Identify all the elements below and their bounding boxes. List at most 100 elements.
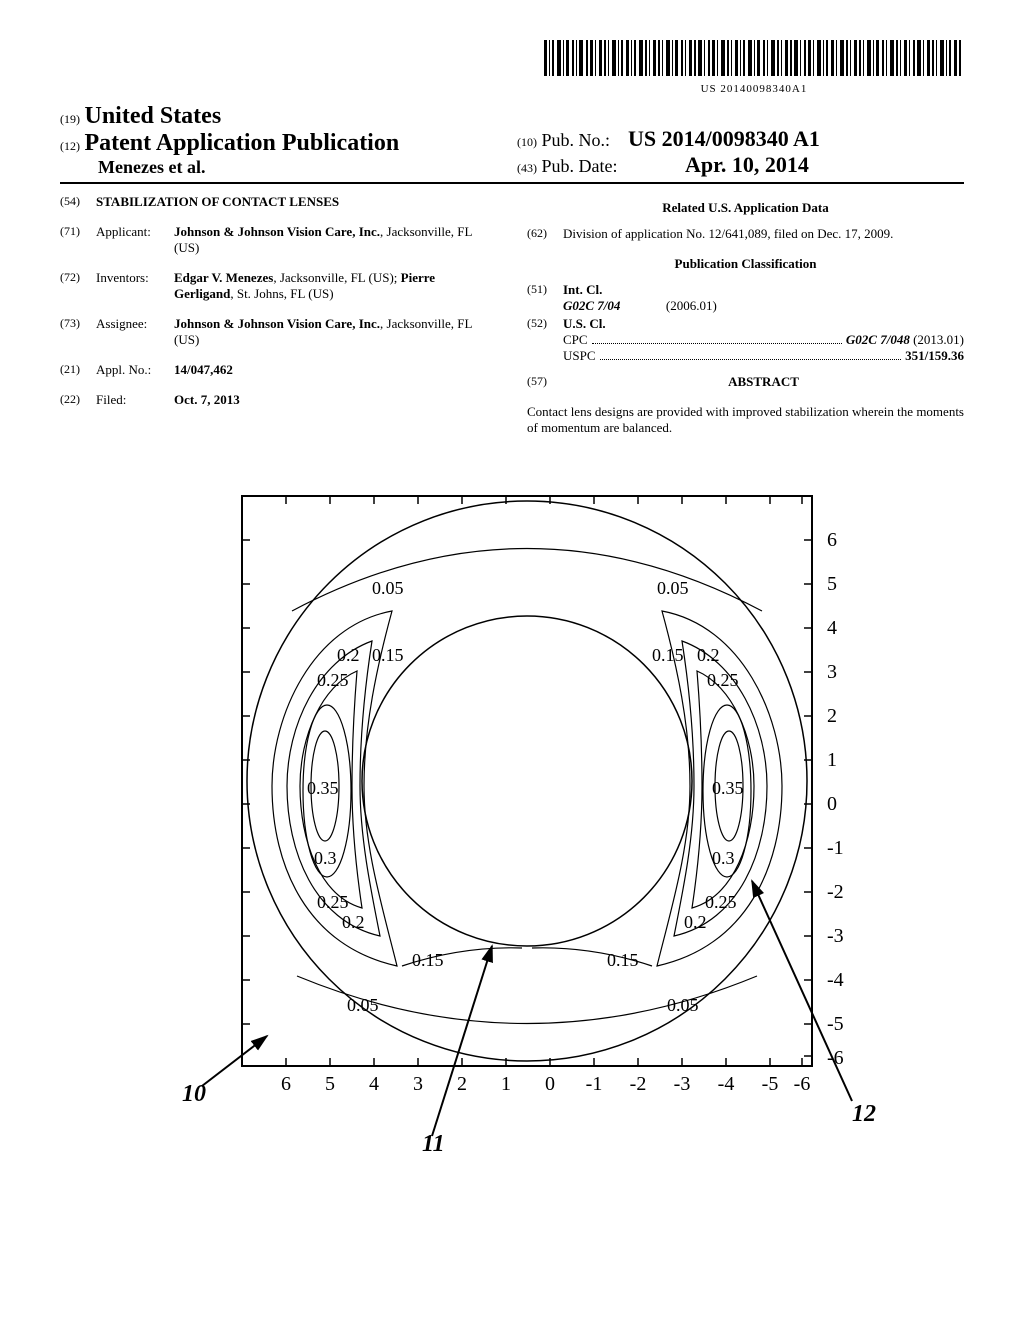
applicant: Johnson & Johnson Vision Care, Inc., Jac… (174, 224, 497, 256)
contour-label: 0.25 (317, 670, 349, 690)
label-inventors: Inventors: (96, 270, 174, 286)
label-appl-no: Appl. No.: (96, 362, 174, 378)
y-tick: 4 (827, 617, 837, 639)
us-cl-label: U.S. Cl. (563, 316, 606, 331)
ref-11: 11 (422, 1131, 445, 1156)
contour-label: 0.2 (337, 645, 360, 665)
y-tick: -3 (827, 925, 844, 947)
abstract-text: Contact lens designs are provided with i… (527, 404, 964, 436)
related-title: Related U.S. Application Data (527, 200, 964, 216)
num-54: (54) (60, 194, 96, 209)
header-right: (10) Pub. No.: US 2014/0098340 A1 (43) P… (507, 126, 964, 178)
barcode-section: US 20140098340A1 (60, 40, 964, 97)
inventor1-loc: , Jacksonville, FL (US); (273, 270, 400, 285)
uspc-label: USPC (563, 348, 596, 364)
int-cl-label: Int. Cl. (563, 282, 602, 297)
x-tick: -2 (630, 1073, 647, 1095)
x-tick: -6 (794, 1073, 811, 1095)
contour-label: 0.3 (712, 848, 735, 868)
assignee-name: Johnson & Johnson Vision Care, Inc. (174, 316, 380, 331)
contour-label: 0.35 (712, 778, 744, 798)
header: (19) United States (12) Patent Applicati… (60, 103, 964, 184)
left-col: (54) STABILIZATION OF CONTACT LENSES (71… (60, 194, 497, 436)
doc-type: Patent Application Publication (85, 130, 400, 156)
contour-label: 0.15 (412, 950, 444, 970)
y-tick: 1 (827, 749, 837, 771)
num-71: (71) (60, 224, 96, 239)
header-left: (19) United States (12) Patent Applicati… (60, 103, 507, 178)
num-51: (51) (527, 282, 563, 297)
invention-title: STABILIZATION OF CONTACT LENSES (96, 194, 339, 209)
pub-no-value: US 2014/0098340 A1 (628, 126, 820, 151)
y-tick: 6 (827, 529, 837, 551)
contour-label: 0.2 (684, 912, 707, 932)
applicant-name: Johnson & Johnson Vision Care, Inc. (174, 224, 380, 239)
ref-10: 10 (182, 1081, 206, 1107)
biblio-section: (54) STABILIZATION OF CONTACT LENSES (71… (60, 194, 964, 436)
contour-label: 0.05 (667, 995, 699, 1015)
contour-label: 0.25 (317, 892, 349, 912)
label-filed: Filed: (96, 392, 174, 408)
dotted-leader (592, 333, 842, 344)
contour-label: 0.15 (372, 645, 404, 665)
x-tick: -1 (586, 1073, 603, 1095)
contour-label: 0.2 (342, 912, 365, 932)
label-applicant: Applicant: (96, 224, 174, 240)
cpc-value: G02C 7/048 (846, 332, 910, 347)
num-21: (21) (60, 362, 96, 377)
figure-area: 6 5 4 3 2 1 0 -1 -2 -3 -4 -5 -6 6 5 4 3 … (60, 476, 964, 1161)
label-assignee: Assignee: (96, 316, 174, 332)
contour-label: 0.3 (314, 848, 337, 868)
assignee: Johnson & Johnson Vision Care, Inc., Jac… (174, 316, 497, 348)
right-col: Related U.S. Application Data (62) Divis… (527, 194, 964, 436)
y-tick: -1 (827, 837, 844, 859)
contour-label: 0.25 (705, 892, 737, 912)
contour-label: 0.05 (657, 578, 689, 598)
int-cl-year: (2006.01) (666, 298, 717, 313)
x-tick: 1 (501, 1073, 511, 1095)
contour-label: 0.05 (372, 578, 404, 598)
x-tick: 0 (545, 1073, 555, 1095)
division-text: Division of application No. 12/641,089, … (563, 226, 964, 242)
barcode-text: US 20140098340A1 (544, 83, 964, 95)
num-22: (22) (60, 392, 96, 407)
x-tick: 4 (369, 1073, 379, 1095)
contour-label: 0.25 (707, 670, 739, 690)
y-tick: -5 (827, 1013, 844, 1035)
int-cl-code: G02C 7/04 (563, 298, 620, 313)
num-57: (57) (527, 374, 563, 389)
dotted-leader (600, 349, 902, 360)
contour-label: 0.15 (607, 950, 639, 970)
y-tick: 0 (827, 793, 837, 815)
num-72: (72) (60, 270, 96, 285)
classification-title: Publication Classification (527, 256, 964, 272)
contour-label: 0.2 (697, 645, 720, 665)
barcode-svg (544, 40, 964, 76)
y-tick: -2 (827, 881, 844, 903)
pub-no-label: Pub. No.: (542, 130, 611, 150)
num-12: (12) (60, 139, 80, 153)
x-tick: 5 (325, 1073, 335, 1095)
num-43: (43) (517, 161, 537, 175)
inventor2-loc: , St. Johns, FL (US) (230, 286, 333, 301)
x-tick: -3 (674, 1073, 691, 1095)
cpc-year: (2013.01) (913, 332, 964, 348)
filed-date: Oct. 7, 2013 (174, 392, 240, 407)
num-10: (10) (517, 135, 537, 149)
contour-figure: 6 5 4 3 2 1 0 -1 -2 -3 -4 -5 -6 6 5 4 3 … (132, 476, 892, 1156)
contour-label: 0.15 (652, 645, 684, 665)
num-19: (19) (60, 112, 80, 126)
y-tick: 5 (827, 573, 837, 595)
x-tick: 6 (281, 1073, 291, 1095)
inventors: Edgar V. Menezes, Jacksonville, FL (US);… (174, 270, 497, 302)
authors: Menezes et al. (60, 157, 507, 178)
country: United States (85, 103, 222, 129)
y-tick: -4 (827, 969, 844, 991)
x-tick: -4 (718, 1073, 735, 1095)
barcode: US 20140098340A1 (544, 40, 964, 95)
uspc-value: 351/159.36 (905, 348, 964, 364)
y-tick: 3 (827, 661, 837, 683)
num-73: (73) (60, 316, 96, 331)
contour-label: 0.35 (307, 778, 339, 798)
inventor1-name: Edgar V. Menezes (174, 270, 273, 285)
